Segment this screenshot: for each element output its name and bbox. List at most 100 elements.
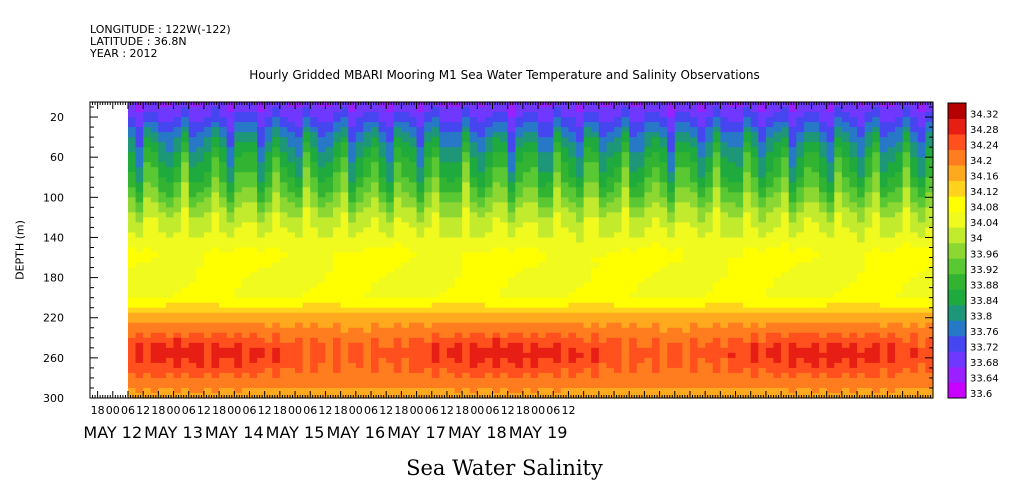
- heatmap-cell: [302, 352, 311, 359]
- heatmap-cell: [272, 247, 281, 254]
- heatmap-cell: [181, 222, 190, 229]
- heatmap-cell: [355, 387, 364, 394]
- heatmap-cell: [500, 237, 509, 244]
- heatmap-cell: [196, 237, 205, 244]
- heatmap-cell: [689, 332, 699, 339]
- heatmap-cell: [302, 192, 311, 198]
- heatmap-cell: [560, 212, 570, 218]
- heatmap-cell: [272, 387, 281, 394]
- heatmap-cell: [750, 362, 759, 369]
- heatmap-cell: [644, 207, 653, 213]
- heatmap-cell: [560, 267, 570, 274]
- heatmap-cell: [196, 212, 205, 218]
- heatmap-cell: [576, 147, 585, 153]
- heatmap-cell: [492, 177, 501, 183]
- heatmap-cell: [477, 327, 486, 334]
- heatmap-cell: [674, 287, 683, 294]
- heatmap-cell: [576, 152, 585, 158]
- heatmap-cell: [150, 372, 159, 379]
- heatmap-cell: [272, 152, 281, 158]
- heatmap-cell: [606, 332, 615, 339]
- heatmap-cell: [241, 157, 251, 163]
- heatmap-cell: [644, 202, 653, 208]
- heatmap-cell: [188, 352, 197, 359]
- heatmap-cell: [659, 322, 668, 329]
- heatmap-cell: [484, 157, 494, 163]
- heatmap-cell: [401, 207, 410, 213]
- heatmap-cell: [439, 152, 448, 158]
- heatmap-cell: [310, 212, 319, 218]
- heatmap-cell: [614, 152, 623, 158]
- heatmap-cell: [636, 162, 645, 168]
- heatmap-cell: [181, 347, 190, 354]
- heatmap-cell: [621, 292, 630, 299]
- heatmap-cell: [241, 282, 251, 289]
- heatmap-cell: [234, 142, 243, 148]
- heatmap-cell: [386, 287, 395, 294]
- heatmap-cell: [462, 302, 471, 309]
- heatmap-cell: [272, 162, 281, 168]
- heatmap-cell: [325, 212, 334, 218]
- heatmap-cell: [181, 337, 190, 344]
- heatmap-cell: [143, 142, 152, 148]
- heatmap-cell: [515, 117, 524, 123]
- heatmap-cell: [553, 332, 562, 339]
- heatmap-cell: [333, 217, 342, 224]
- heatmap-cell: [674, 262, 683, 269]
- heatmap-cell: [127, 227, 137, 234]
- heatmap-cell: [469, 247, 478, 254]
- heatmap-cell: [219, 317, 228, 324]
- heatmap-cell: [469, 222, 478, 229]
- heatmap-cell: [515, 162, 524, 168]
- heatmap-cell: [272, 292, 281, 299]
- heatmap-cell: [173, 157, 182, 163]
- heatmap-cell: [591, 287, 600, 294]
- heatmap-cell: [477, 357, 486, 364]
- heatmap-cell: [621, 202, 630, 208]
- heatmap-cell: [181, 217, 190, 224]
- heatmap-cell: [408, 187, 418, 193]
- heatmap-cell: [621, 277, 630, 284]
- heatmap-cell: [234, 187, 243, 193]
- heatmap-cell: [378, 182, 387, 188]
- heatmap-cell: [302, 147, 311, 153]
- heatmap-cell: [568, 392, 577, 399]
- heatmap-cell: [279, 297, 289, 304]
- heatmap-cell: [340, 272, 349, 279]
- heatmap-cell: [257, 272, 266, 279]
- heatmap-cell: [644, 197, 653, 203]
- heatmap-cell: [378, 192, 387, 198]
- heatmap-cell: [568, 332, 577, 339]
- heatmap-cell: [371, 202, 380, 208]
- heatmap-cell: [667, 192, 676, 198]
- heatmap-cell: [165, 332, 175, 339]
- heatmap-cell: [743, 232, 752, 239]
- heatmap-cell: [355, 137, 364, 143]
- heatmap-cell: [371, 277, 380, 284]
- heatmap-cell: [636, 387, 645, 394]
- heatmap-cell: [697, 197, 706, 203]
- heatmap-cell: [735, 292, 744, 299]
- heatmap-cell: [386, 272, 395, 279]
- heatmap-cell: [667, 277, 676, 284]
- heatmap-cell: [743, 387, 752, 394]
- heatmap-cell: [500, 222, 509, 229]
- heatmap-cell: [234, 312, 243, 319]
- heatmap-cell: [234, 207, 243, 213]
- heatmap-cell: [226, 292, 235, 299]
- heatmap-cell: [340, 102, 349, 108]
- heatmap-cell: [560, 172, 570, 178]
- heatmap-cell: [257, 132, 266, 138]
- heatmap-cell: [462, 212, 471, 218]
- heatmap-cell: [743, 182, 752, 188]
- heatmap-cell: [135, 327, 144, 334]
- heatmap-cell: [325, 112, 334, 118]
- heatmap-cell: [386, 292, 395, 299]
- heatmap-cell: [378, 137, 387, 143]
- heatmap-cell: [636, 297, 645, 304]
- heatmap-cell: [408, 137, 418, 143]
- heatmap-cell: [135, 317, 144, 324]
- heatmap-cell: [735, 167, 744, 173]
- heatmap-cell: [758, 147, 767, 153]
- heatmap-cell: [135, 267, 144, 274]
